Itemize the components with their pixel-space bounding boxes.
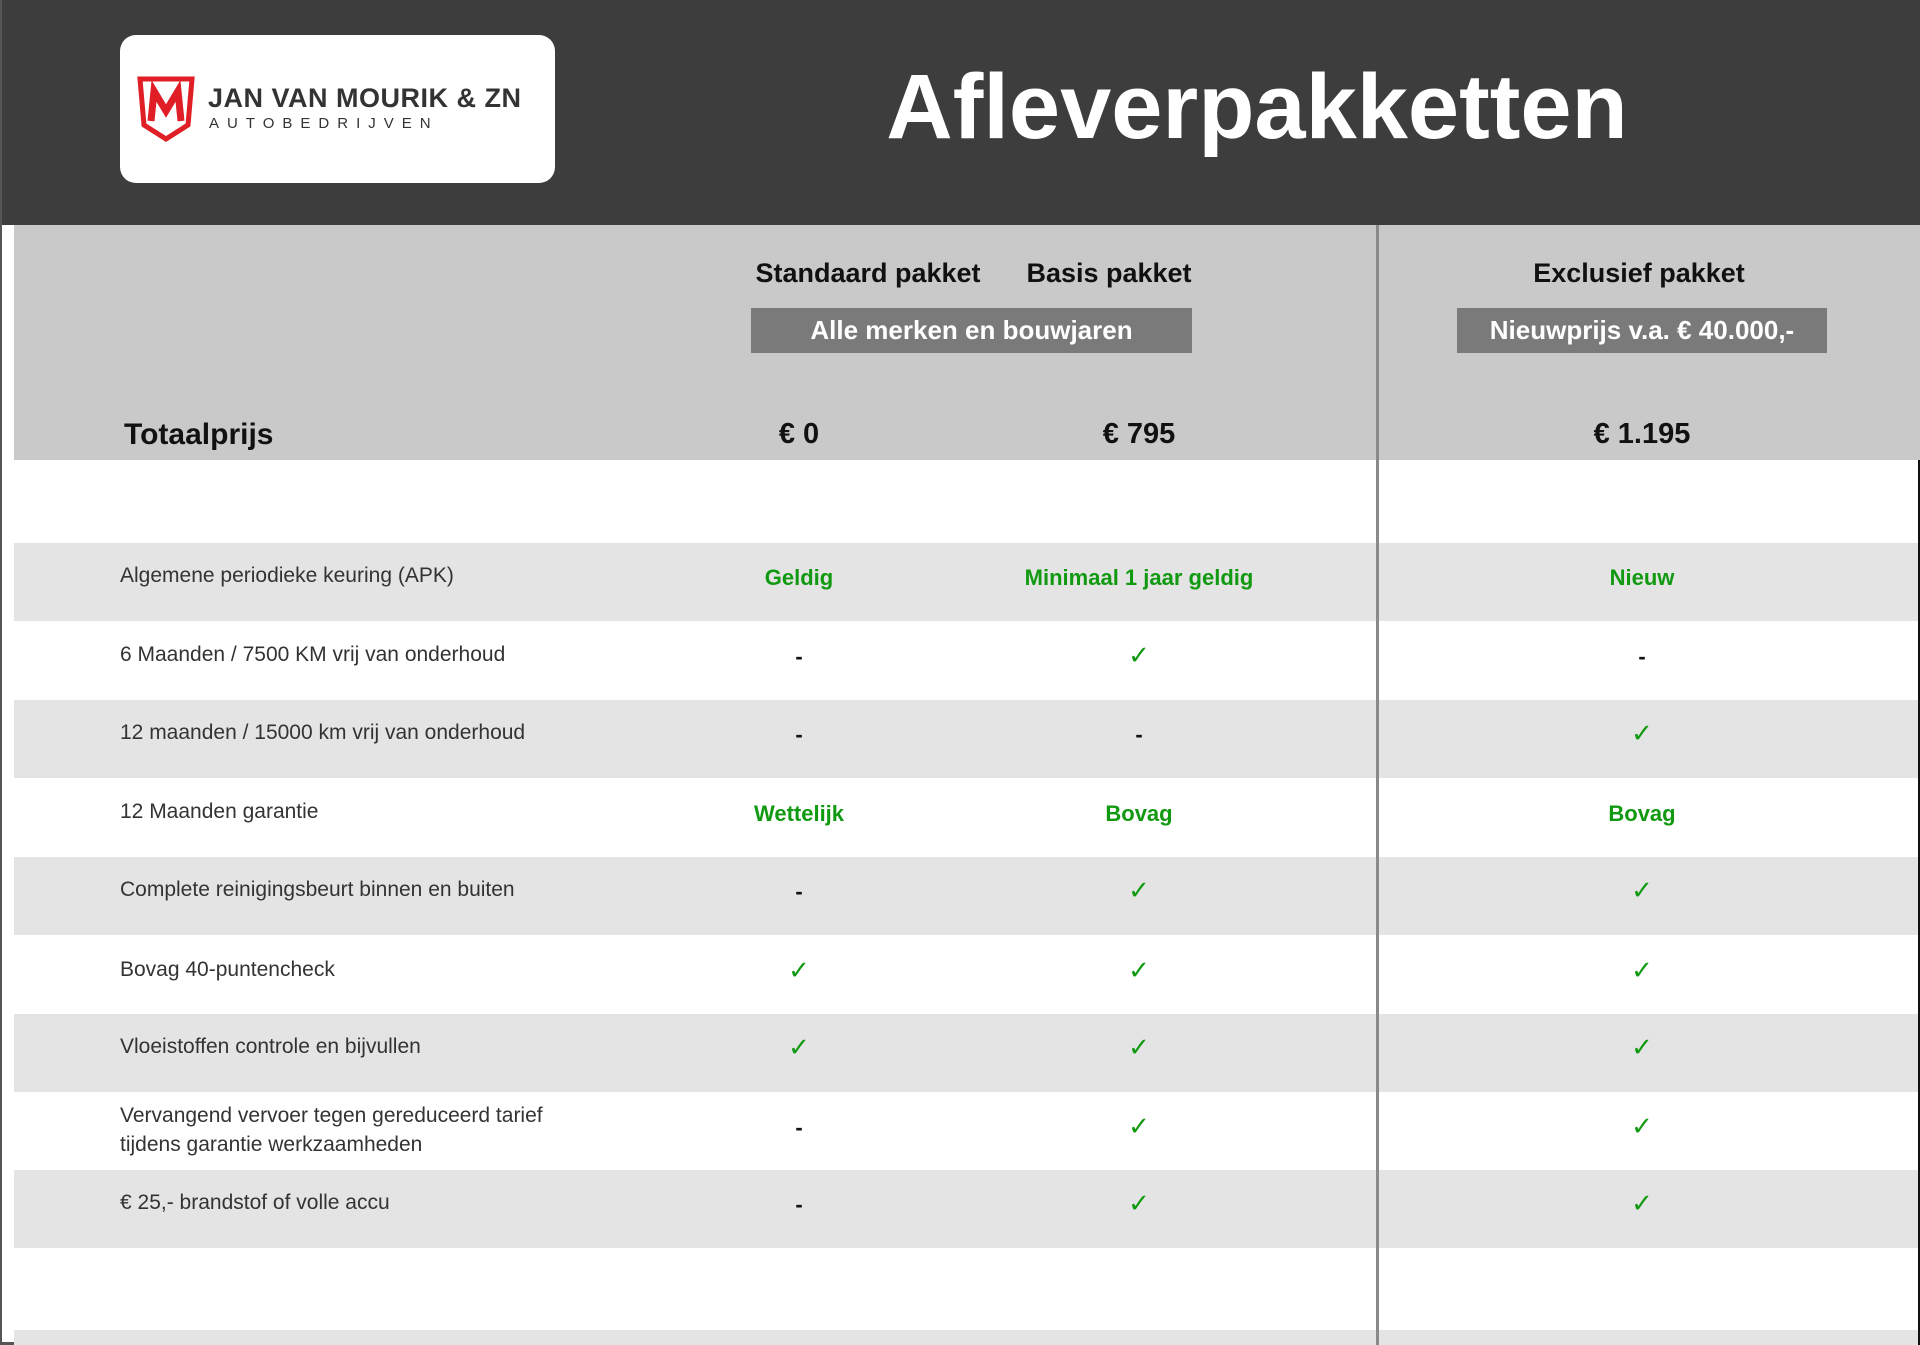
table-row: Vloeistoffen controle en bijvullen ✓ ✓ ✓	[14, 1014, 1918, 1092]
table-row: Complete reinigingsbeurt binnen en buite…	[14, 857, 1918, 935]
page-title: Afleverpakketten	[886, 56, 1628, 158]
table-row: Vervangend vervoer tegen gereduceerd tar…	[14, 1093, 1918, 1171]
column-divider	[1376, 225, 1379, 1345]
table-row: 12 Maanden garantie Wettelijk Bovag Bovag	[14, 779, 1918, 857]
dash-cell: -	[795, 722, 803, 747]
checkmark-icon: ✓	[1631, 1111, 1653, 1141]
checkmark-icon: ✓	[788, 1032, 810, 1062]
package-name-exclusief: Exclusief pakket	[1533, 258, 1745, 288]
company-logo: JAN VAN MOURIK & ZN AUTOBEDRIJVEN	[120, 35, 555, 183]
right-border	[1918, 460, 1920, 1345]
checkmark-icon: ✓	[1128, 1188, 1150, 1218]
checkmark-icon: ✓	[1128, 1111, 1150, 1141]
feature-value: Bovag	[1105, 801, 1173, 826]
table-row: Bovag 40-puntencheck ✓ ✓ ✓	[14, 937, 1918, 1015]
dash-cell: -	[795, 1115, 803, 1140]
table-row: € 25,- brandstof of volle accu - ✓ ✓	[14, 1170, 1918, 1248]
feature-label: Bovag 40-puntencheck	[120, 958, 335, 981]
feature-label: Vloeistoffen controle en bijvullen	[120, 1035, 421, 1058]
logo-brand-text: JAN VAN MOURIK & ZN	[208, 83, 522, 113]
price-exclusief: € 1.195	[1593, 418, 1691, 450]
feature-label: Algemene periodieke keuring (APK)	[120, 564, 454, 587]
feature-value: Bovag	[1608, 801, 1676, 826]
header: JAN VAN MOURIK & ZN AUTOBEDRIJVEN Afleve…	[2, 0, 1920, 225]
package-name-standaard: Standaard pakket	[755, 258, 981, 288]
feature-label: 12 maanden / 15000 km vrij van onderhoud	[120, 721, 526, 744]
feature-label: 12 Maanden garantie	[120, 800, 319, 823]
checkmark-icon: ✓	[1631, 955, 1653, 985]
checkmark-icon: ✓	[1631, 1032, 1653, 1062]
total-price-label: Totaalprijs	[124, 418, 274, 451]
all-brands-badge: Alle merken en bouwjaren	[751, 308, 1192, 353]
package-name-basis: Basis pakket	[1026, 258, 1192, 288]
price-basis: € 795	[1102, 418, 1176, 450]
table-row: 12 maanden / 15000 km vrij van onderhoud…	[14, 700, 1918, 778]
feature-value: Minimaal 1 jaar geldig	[1024, 565, 1254, 590]
table-row: Algemene periodieke keuring (APK) Geldig M…	[14, 543, 1918, 621]
feature-label: Complete reinigingsbeurt binnen en buite…	[120, 878, 515, 901]
feature-value: Geldig	[764, 565, 834, 590]
checkmark-icon: ✓	[1631, 875, 1653, 905]
checkmark-icon: ✓	[1128, 875, 1150, 905]
dash-cell: -	[795, 1192, 803, 1217]
checkmark-icon: ✓	[1128, 640, 1150, 670]
checkmark-icon: ✓	[1128, 955, 1150, 985]
table-footer-strip	[14, 1330, 1918, 1345]
dash-cell: -	[795, 879, 803, 904]
checkmark-icon: ✓	[1631, 718, 1653, 748]
table-row: 6 Maanden / 7500 KM vrij van onderhoud - ✓…	[14, 622, 1918, 700]
dash-cell: -	[1638, 644, 1646, 669]
feature-label: Vervangend vervoer tegen gereduceerd tar…	[120, 1104, 543, 1156]
checkmark-icon: ✓	[1631, 1188, 1653, 1218]
dash-cell: -	[1135, 722, 1143, 747]
feature-label: 6 Maanden / 7500 KM vrij van onderhoud	[120, 643, 506, 666]
price-standaard: € 0	[778, 418, 820, 450]
logo-subtitle: AUTOBEDRIJVEN	[209, 115, 439, 132]
checkmark-icon: ✓	[1128, 1032, 1150, 1062]
feature-label: € 25,- brandstof of volle accu	[120, 1191, 390, 1214]
feature-value: Nieuw	[1609, 565, 1675, 590]
shield-m-logo-icon	[137, 76, 195, 142]
new-price-badge: Nieuwprijs v.a. € 40.000,-	[1457, 308, 1827, 353]
dash-cell: -	[795, 644, 803, 669]
feature-value: Wettelijk	[753, 801, 845, 826]
checkmark-icon: ✓	[788, 955, 810, 985]
